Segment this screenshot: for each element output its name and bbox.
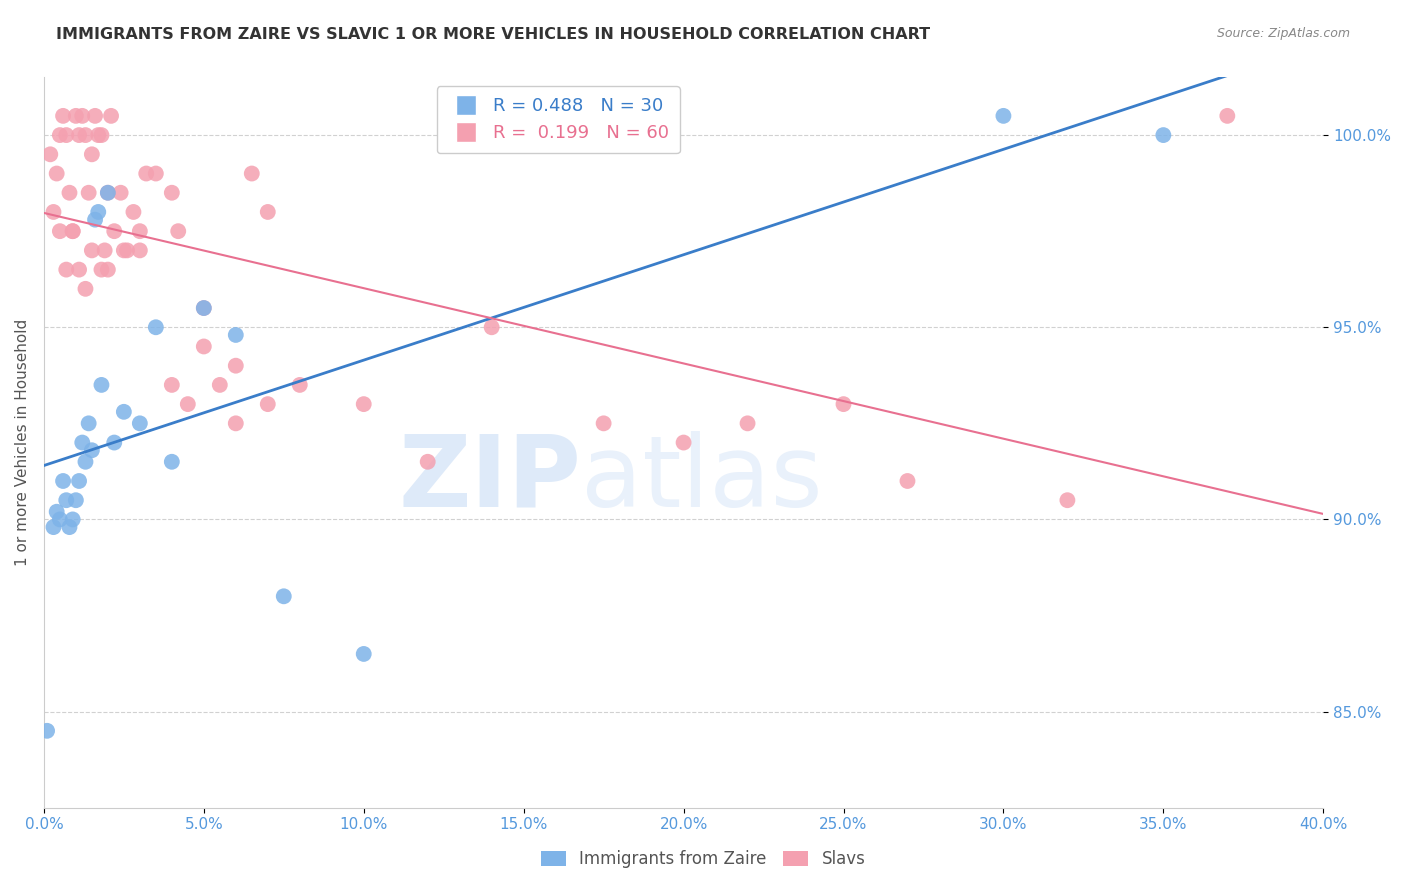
Point: [481, 320, 503, 334]
Text: IMMIGRANTS FROM ZAIRE VS SLAVIC 1 OR MORE VEHICLES IN HOUSEHOLD CORRELATION CHAR: IMMIGRANTS FROM ZAIRE VS SLAVIC 1 OR MOR…: [56, 27, 931, 42]
Point: [97, 262, 120, 277]
Point: [112, 405, 135, 419]
Y-axis label: 1 or more Vehicles in Household: 1 or more Vehicles in Household: [15, 319, 30, 566]
Point: [115, 244, 138, 258]
Point: [240, 167, 263, 181]
Point: [42, 205, 65, 219]
Point: [193, 301, 215, 315]
Point: [39, 147, 62, 161]
Point: [609, 128, 631, 142]
Point: [896, 474, 918, 488]
Point: [67, 128, 90, 142]
Point: [112, 244, 135, 258]
Point: [592, 417, 614, 431]
Point: [1216, 109, 1239, 123]
Point: [256, 397, 278, 411]
Point: [103, 224, 125, 238]
Point: [160, 186, 183, 200]
Point: [177, 397, 200, 411]
Point: [65, 109, 87, 123]
Point: [52, 474, 75, 488]
Point: [225, 359, 247, 373]
Point: [75, 128, 97, 142]
Point: [160, 455, 183, 469]
Point: [84, 109, 107, 123]
Point: [1056, 493, 1078, 508]
Point: [145, 167, 167, 181]
Point: [672, 435, 695, 450]
Point: [80, 443, 103, 458]
Point: [67, 474, 90, 488]
Point: [55, 493, 77, 508]
Point: [75, 455, 97, 469]
Point: [103, 435, 125, 450]
Point: [87, 128, 110, 142]
Point: [72, 109, 94, 123]
Point: [167, 224, 190, 238]
Point: [45, 167, 67, 181]
Point: [62, 224, 84, 238]
Point: [145, 320, 167, 334]
Point: [288, 378, 311, 392]
Text: Source: ZipAtlas.com: Source: ZipAtlas.com: [1216, 27, 1350, 40]
Point: [90, 262, 112, 277]
Point: [737, 417, 759, 431]
Point: [65, 493, 87, 508]
Point: [35, 723, 58, 738]
Point: [416, 455, 439, 469]
Point: [160, 378, 183, 392]
Point: [55, 262, 77, 277]
Point: [97, 186, 120, 200]
Point: [58, 186, 80, 200]
Point: [49, 128, 72, 142]
Point: [87, 205, 110, 219]
Point: [256, 205, 278, 219]
Point: [225, 327, 247, 342]
Point: [353, 647, 375, 661]
Point: [62, 512, 84, 526]
Point: [1152, 128, 1174, 142]
Point: [225, 417, 247, 431]
Point: [193, 339, 215, 353]
Point: [49, 224, 72, 238]
Point: [80, 244, 103, 258]
Legend: Immigrants from Zaire, Slavs: Immigrants from Zaire, Slavs: [534, 844, 872, 875]
Point: [55, 128, 77, 142]
Point: [128, 244, 150, 258]
Point: [353, 397, 375, 411]
Point: [58, 520, 80, 534]
Point: [110, 186, 132, 200]
Text: atlas: atlas: [581, 431, 823, 527]
Text: ZIP: ZIP: [398, 431, 581, 527]
Point: [135, 167, 157, 181]
Point: [832, 397, 855, 411]
Point: [208, 378, 231, 392]
Point: [45, 505, 67, 519]
Point: [52, 109, 75, 123]
Point: [90, 378, 112, 392]
Point: [122, 205, 145, 219]
Point: [62, 224, 84, 238]
Point: [80, 147, 103, 161]
Point: [67, 262, 90, 277]
Point: [128, 417, 150, 431]
Point: [993, 109, 1015, 123]
Point: [100, 109, 122, 123]
Point: [97, 186, 120, 200]
Point: [72, 435, 94, 450]
Point: [77, 417, 100, 431]
Point: [84, 212, 107, 227]
Point: [193, 301, 215, 315]
Point: [93, 244, 115, 258]
Point: [75, 282, 97, 296]
Legend: R = 0.488   N = 30, R =  0.199   N = 60: R = 0.488 N = 30, R = 0.199 N = 60: [437, 87, 679, 153]
Point: [273, 589, 295, 603]
Point: [90, 128, 112, 142]
Point: [42, 520, 65, 534]
Point: [128, 224, 150, 238]
Point: [49, 512, 72, 526]
Point: [77, 186, 100, 200]
